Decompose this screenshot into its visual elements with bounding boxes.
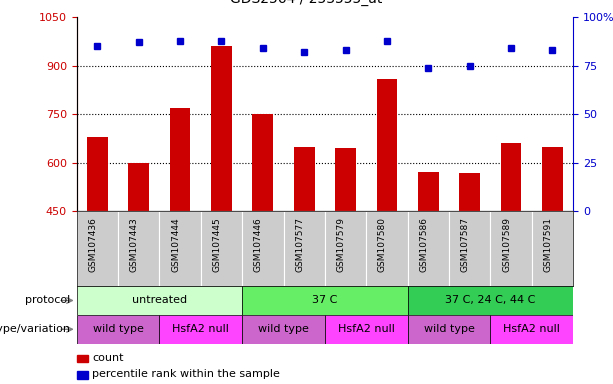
Bar [284,211,325,286]
Text: GSM107577: GSM107577 [295,217,304,272]
Text: GSM107445: GSM107445 [213,217,221,272]
Bar [77,315,159,344]
Bar [201,211,242,286]
Text: GSM107591: GSM107591 [544,217,552,272]
Text: GDS2564 / 253555_at: GDS2564 / 253555_at [230,0,383,6]
Text: GSM107443: GSM107443 [130,217,139,272]
Text: GSM107436: GSM107436 [88,217,97,272]
Text: 37 C: 37 C [312,295,338,306]
Bar [542,147,563,211]
Text: HsfA2 null: HsfA2 null [338,324,395,334]
Bar [408,286,573,315]
Text: GSM107589: GSM107589 [502,217,511,272]
Text: count: count [92,353,123,363]
Bar [159,315,242,344]
Bar [490,315,573,344]
Bar [325,315,408,344]
Bar [376,79,397,211]
Bar [335,148,356,211]
Bar [253,114,273,211]
Text: GSM107444: GSM107444 [171,217,180,272]
Bar [170,108,191,211]
Text: HsfA2 null: HsfA2 null [503,324,560,334]
Text: wild type: wild type [424,324,474,334]
Bar [449,211,490,286]
Bar [325,211,367,286]
Bar [242,286,408,315]
Bar [367,211,408,286]
Text: wild type: wild type [258,324,309,334]
Bar [501,143,522,211]
Text: GSM107446: GSM107446 [254,217,263,272]
Text: GSM107586: GSM107586 [419,217,428,272]
Bar [87,137,108,211]
Bar [77,211,118,286]
Bar [532,211,573,286]
Bar [211,46,232,211]
Bar [408,211,449,286]
Bar [242,211,284,286]
Text: 37 C, 24 C, 44 C: 37 C, 24 C, 44 C [445,295,536,306]
Bar [418,172,439,211]
Bar [242,315,325,344]
Text: HsfA2 null: HsfA2 null [172,324,229,334]
Bar [77,286,242,315]
Text: genotype/variation: genotype/variation [0,324,70,334]
Bar [459,173,480,211]
Text: GSM107579: GSM107579 [337,217,346,272]
Text: GSM107580: GSM107580 [378,217,387,272]
Bar [408,315,490,344]
Bar [490,211,532,286]
Text: protocol: protocol [25,295,70,306]
Bar [294,147,314,211]
Bar [118,211,159,286]
Text: percentile rank within the sample: percentile rank within the sample [92,369,280,379]
Text: wild type: wild type [93,324,143,334]
Bar [159,211,201,286]
Text: GSM107587: GSM107587 [461,217,470,272]
Text: untreated: untreated [132,295,187,306]
Bar [128,163,149,211]
